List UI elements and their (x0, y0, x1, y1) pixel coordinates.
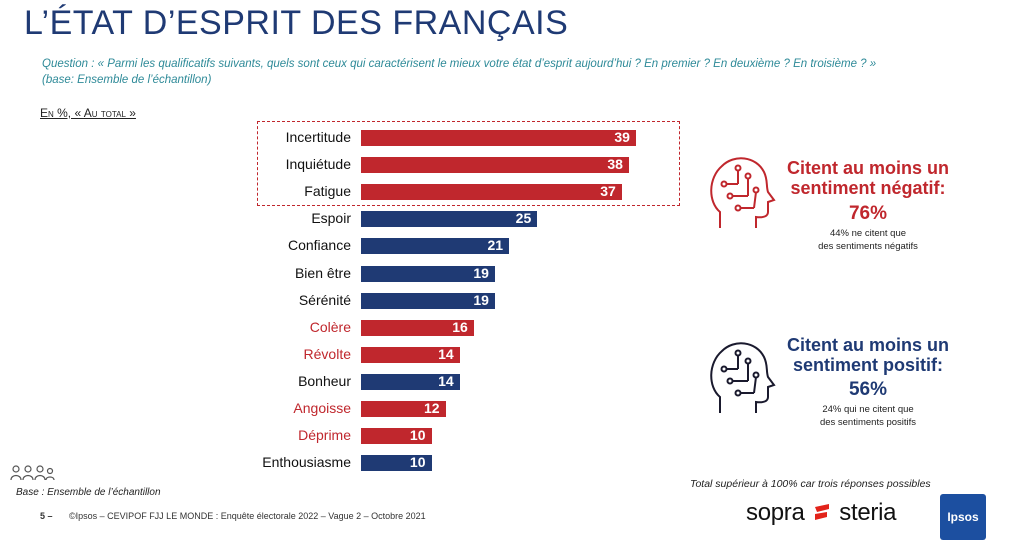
bar-value-label: 25 (515, 210, 532, 227)
ipsos-text: Ipsos (947, 510, 979, 524)
bar-value-label: 21 (487, 237, 504, 254)
page-number: 5 – (40, 511, 53, 521)
question-text: Question : « Parmi les qualificatifs sui… (42, 56, 1002, 88)
bar-value-label: 37 (600, 183, 616, 200)
category-label: Angoisse (293, 400, 351, 416)
ipsos-logo: Ipsos (940, 494, 986, 540)
page-title: L’ÉTAT D’ESPRIT DES FRANÇAIS (24, 4, 569, 42)
bar (361, 373, 460, 390)
total-note: Total supérieur à 100% car trois réponse… (690, 478, 931, 490)
negative-note: 44% ne citent que des sentiments négatif… (768, 227, 968, 253)
bar (361, 346, 460, 363)
bar (361, 211, 538, 228)
negative-percent: 76% (848, 203, 888, 224)
base-note: Base : Ensemble de l’échantillon (16, 487, 161, 498)
category-label: Colère (309, 318, 351, 335)
category-label: Révolte (303, 345, 351, 362)
sopra-steria-mark-icon (811, 501, 833, 523)
bar (361, 184, 622, 201)
people-icon (8, 462, 56, 493)
source-text: ©Ipsos – CEVIPOF FJJ LE MONDE : Enquête … (69, 511, 426, 521)
brain-icon-positive (704, 335, 776, 422)
positive-note: 24% qui ne citent que des sentiments pos… (768, 403, 968, 429)
brain-icon-negative (704, 150, 776, 237)
bar-value-label: 16 (452, 318, 468, 335)
bar-value-label: 19 (473, 291, 489, 308)
negative-note-line-2: des sentiments négatifs (818, 241, 918, 252)
bar-value-label: 12 (424, 400, 440, 416)
category-label: Incertitude (285, 129, 351, 145)
sopra-steria-logo: sopra steria (746, 499, 896, 527)
unit-label: En %, « Au total » (40, 106, 136, 120)
category-label: Déprime (298, 427, 351, 444)
bar (361, 238, 510, 255)
negative-title-line-1: Citent au moins un (787, 158, 949, 178)
bar-value-label: 10 (409, 454, 426, 471)
bar-value-label: 14 (438, 372, 454, 389)
top-three-highlight-box (257, 121, 680, 206)
negative-panel-title: Citent au moins un sentiment négatif: (768, 158, 968, 198)
positive-note-line-1: 24% qui ne citent que (822, 404, 914, 415)
positive-title-line-2: sentiment positif: (792, 355, 943, 375)
negative-title-line-2: sentiment négatif: (790, 178, 946, 198)
bar (361, 455, 432, 472)
category-label: Inquiétude (285, 156, 351, 173)
bar (361, 428, 432, 445)
positive-panel-title: Citent au moins un sentiment positif: (768, 335, 968, 375)
category-label: Sérénité (298, 291, 351, 308)
category-label: Confiance (287, 237, 351, 254)
category-label: Enthousiasme (262, 454, 351, 471)
bar (361, 401, 446, 417)
bar-value-label: 39 (614, 129, 630, 145)
footer: 5 – ©Ipsos – CEVIPOF FJJ LE MONDE : Enqu… (40, 511, 426, 521)
negative-note-line-1: 44% ne citent que (829, 228, 907, 239)
bar-value-label: 38 (607, 156, 623, 173)
category-label: Bonheur (298, 372, 351, 389)
positive-percent: 56% (848, 379, 888, 400)
steria-text: steria (839, 499, 897, 526)
category-label: Fatigue (304, 183, 351, 200)
category-label: Bien être (294, 264, 351, 281)
bar (361, 130, 636, 146)
bar (361, 157, 629, 174)
bar (361, 265, 495, 282)
bar (361, 319, 474, 336)
positive-note-line-2: des sentiments positifs (819, 417, 917, 428)
bar-value-label: 10 (409, 427, 426, 444)
question-line-2: (base: Ensemble de l’échantillon) (42, 74, 212, 86)
bar-value-label: 14 (438, 345, 454, 362)
bar (361, 292, 495, 309)
sopra-text: sopra (746, 499, 805, 526)
category-label: Espoir (311, 210, 351, 227)
positive-title-line-1: Citent au moins un (787, 335, 949, 355)
bar-value-label: 19 (473, 264, 489, 281)
question-line-1: Question : « Parmi les qualificatifs sui… (42, 58, 877, 70)
